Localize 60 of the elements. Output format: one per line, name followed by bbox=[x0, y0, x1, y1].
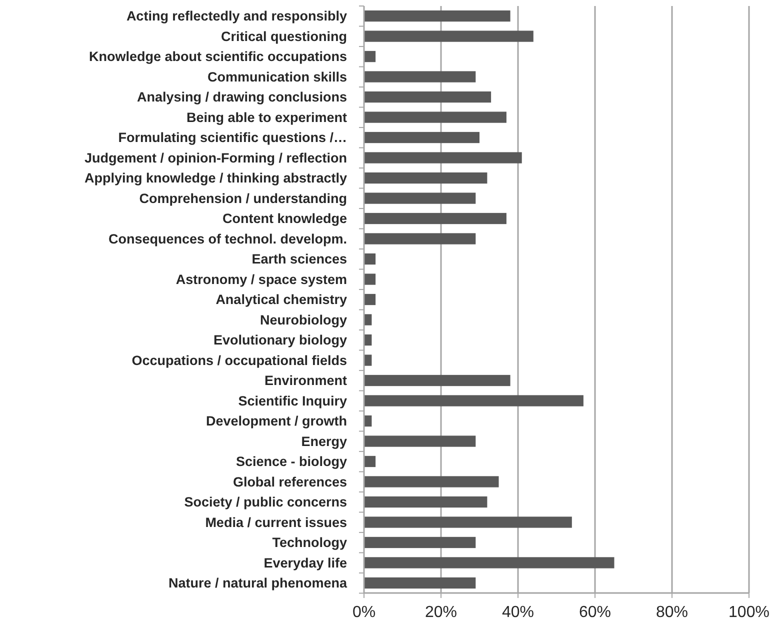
x-tick-label: 0% bbox=[352, 604, 376, 621]
y-tick-label: Evolutionary biology bbox=[213, 332, 348, 348]
bar bbox=[364, 374, 510, 386]
bar bbox=[364, 274, 376, 285]
bar bbox=[364, 192, 476, 204]
y-tick-label: Acting reflectedly and responsibly bbox=[126, 8, 348, 24]
y-tick-label: Consequences of technol. developm. bbox=[108, 231, 347, 246]
bar bbox=[364, 516, 572, 528]
y-tick-label: Critical questioning bbox=[220, 28, 347, 44]
y-tick-label: Judgement / opinion-Forming / reflection bbox=[84, 150, 347, 166]
bar bbox=[364, 476, 499, 488]
y-tick-label: Being able to experiment bbox=[186, 110, 348, 125]
y-tick-label: Knowledge about scientific occupations bbox=[88, 49, 347, 64]
y-tick-label: Energy bbox=[301, 434, 348, 449]
bar bbox=[364, 91, 492, 103]
bar bbox=[364, 253, 376, 265]
y-tick-label: Occupations / occupational fields bbox=[132, 352, 347, 368]
bar bbox=[364, 233, 476, 244]
y-tick-label: Communication skills bbox=[207, 69, 347, 84]
bar bbox=[364, 212, 506, 224]
y-tick-label: Content knowledge bbox=[222, 211, 348, 226]
bar bbox=[364, 395, 584, 406]
y-tick-label: Everyday life bbox=[264, 555, 348, 570]
y-tick-label: Nature / natural phenomena bbox=[168, 576, 348, 591]
x-tick-label: 80% bbox=[656, 604, 688, 621]
y-tick-label: Society / public concerns bbox=[184, 494, 347, 510]
y-tick-label: Applying knowledge / thinking abstractly bbox=[84, 170, 348, 186]
bar bbox=[364, 557, 614, 568]
y-tick-label: Scientific Inquiry bbox=[238, 393, 348, 408]
x-tick-label: 20% bbox=[424, 604, 458, 621]
y-tick-label: Neurobiology bbox=[260, 312, 348, 328]
x-tick-label: 60% bbox=[578, 604, 612, 621]
bar bbox=[364, 10, 510, 22]
bar bbox=[364, 294, 376, 306]
y-tick-label: Formulating scientific questions /… bbox=[118, 130, 347, 146]
y-tick-label: Analysing / drawing conclusions bbox=[136, 90, 347, 105]
bar bbox=[364, 577, 476, 589]
x-tick-label: 40% bbox=[502, 604, 534, 621]
y-tick-label: Technology bbox=[272, 535, 348, 550]
bar bbox=[364, 456, 376, 468]
y-tick-label: Astronomy / space system bbox=[176, 272, 347, 287]
bar bbox=[364, 71, 476, 82]
y-tick-label: Analytical chemistry bbox=[216, 292, 348, 308]
x-tick-label: 100% bbox=[728, 604, 770, 621]
y-tick-label: Global references bbox=[232, 474, 347, 490]
bar bbox=[364, 50, 376, 62]
y-tick-label: Science - biology bbox=[236, 454, 348, 470]
y-tick-label: Development / growth bbox=[206, 414, 347, 429]
bar bbox=[364, 172, 488, 184]
bar bbox=[364, 436, 476, 447]
y-tick-label: Media / current issues bbox=[205, 514, 347, 530]
y-tick-label: Comprehension / understanding bbox=[139, 190, 347, 206]
bar bbox=[364, 496, 488, 508]
y-tick-label: Earth sciences bbox=[252, 252, 347, 267]
bar bbox=[364, 536, 476, 548]
bar bbox=[364, 132, 480, 144]
bar bbox=[364, 112, 506, 123]
y-tick-label: Environment bbox=[264, 373, 348, 388]
bar bbox=[364, 152, 522, 164]
bar bbox=[364, 30, 534, 42]
